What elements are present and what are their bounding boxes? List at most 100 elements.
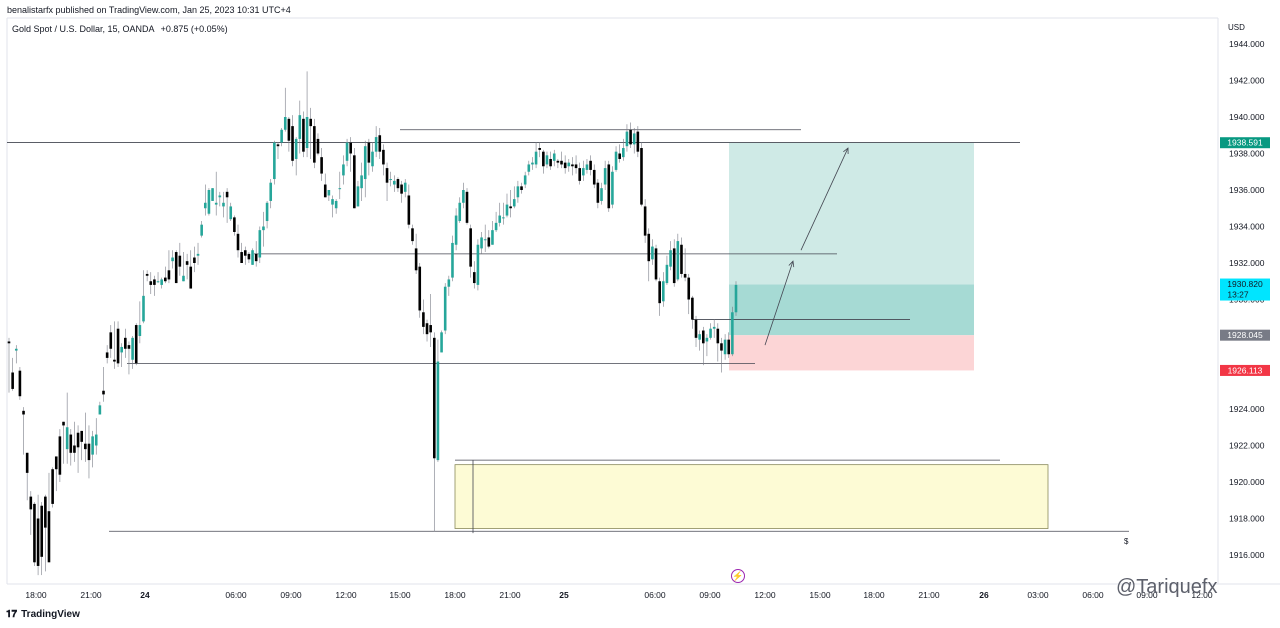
candle-body <box>58 436 62 475</box>
candle-body <box>116 328 120 364</box>
candle-body <box>273 142 276 180</box>
candle-body <box>414 248 418 271</box>
x-tick-label: 12:00 <box>754 590 776 600</box>
dollar-marker: $ <box>1124 537 1129 546</box>
candle-body <box>691 297 694 320</box>
candle-body <box>462 190 465 203</box>
stop-zone <box>729 335 974 371</box>
candle-body <box>662 281 665 302</box>
y-tick-label: 1940.000 <box>1229 112 1265 122</box>
price-badge <box>1220 329 1270 341</box>
candle-body <box>342 164 345 176</box>
candle-body <box>731 312 734 355</box>
projection-arrow-line <box>764 261 794 346</box>
candle-body <box>716 328 720 344</box>
candle-body <box>403 182 407 192</box>
candle-body <box>560 160 563 165</box>
x-tick-label: 06:00 <box>225 590 247 600</box>
candle-body <box>182 275 185 282</box>
publish-info: benalistarfx published on TradingView.co… <box>7 5 291 15</box>
candle-body <box>338 188 342 190</box>
x-tick-label: 18:00 <box>444 590 466 600</box>
flash-icon[interactable]: ⚡ <box>731 569 745 583</box>
y-tick-label: 1938.000 <box>1229 149 1265 159</box>
candle-body <box>22 410 25 415</box>
candle-body <box>356 186 360 207</box>
candle-body <box>571 164 574 167</box>
candle-body <box>145 273 149 276</box>
candle-body <box>469 228 472 267</box>
candle-body <box>225 191 229 198</box>
candle-body <box>574 164 578 169</box>
candle-body <box>603 168 607 185</box>
candle-body <box>374 137 378 152</box>
candle-body <box>207 190 211 214</box>
candle-body <box>265 202 269 222</box>
candle-body <box>669 250 672 267</box>
candle-body <box>618 153 621 159</box>
y-tick-label: 1922.000 <box>1229 441 1265 451</box>
demand-zone <box>454 464 1049 529</box>
candle-body <box>727 339 731 355</box>
candle-body <box>323 184 327 198</box>
candle-body <box>309 118 313 127</box>
candle-body <box>211 188 214 201</box>
candle-body <box>269 182 273 201</box>
candle-body <box>382 149 385 165</box>
candle-body <box>149 281 153 285</box>
candle-body <box>33 503 36 563</box>
candle-body <box>527 164 531 172</box>
candle-body <box>491 230 494 245</box>
candle-body <box>156 281 160 283</box>
price-badge-label: 1928.045 <box>1227 330 1263 340</box>
tradingview-logo[interactable]: 𝟏𝟕 TradingView <box>6 609 80 620</box>
projection-arrows <box>764 147 849 346</box>
candlestick-series <box>7 71 738 576</box>
candle-body <box>694 319 698 338</box>
candle-body <box>429 325 432 333</box>
candle-body <box>542 151 545 167</box>
time-axis[interactable]: 18:00 21:00 24 06:00 09:00 12:00 15:00 18:00 21:… <box>25 590 1213 600</box>
candle-body <box>556 160 560 163</box>
candle-body <box>400 184 403 194</box>
candle-body <box>25 452 29 473</box>
drawing-zones <box>454 142 1049 529</box>
x-tick-label: 09:00 <box>1136 590 1158 600</box>
candle-body <box>258 230 262 258</box>
candle-body <box>120 346 123 353</box>
y-tick-label: 1924.000 <box>1229 404 1265 414</box>
candle-body <box>142 295 145 322</box>
candle-body <box>87 443 91 461</box>
candle-body <box>283 117 287 130</box>
candle-body <box>512 199 516 207</box>
chart-grid <box>6 17 1280 585</box>
candle-body <box>483 239 487 241</box>
candle-body <box>723 339 727 355</box>
candle-body <box>98 405 102 415</box>
candle-body <box>422 312 425 327</box>
candle-body <box>62 421 65 426</box>
candle-body <box>243 250 247 256</box>
candle-body <box>185 261 189 265</box>
candle-body <box>505 204 509 216</box>
candle-body <box>647 233 651 262</box>
candle-body <box>331 199 334 205</box>
candle-body <box>65 427 69 450</box>
candle-body <box>465 191 469 223</box>
filled-profit-zone <box>729 284 974 336</box>
candle-body <box>393 180 396 185</box>
symbol-legend: Gold Spot / U.S. Dollar, 15, OANDA +0.87… <box>12 24 228 34</box>
candle-body <box>54 456 58 470</box>
candle-body <box>193 257 196 263</box>
candle-body <box>105 352 109 358</box>
candle-body <box>589 160 592 170</box>
candle-body <box>287 118 291 141</box>
candle-body <box>371 151 374 167</box>
x-tick-label: 15:00 <box>809 590 831 600</box>
x-tick-label: 25 <box>559 590 569 600</box>
candle-body <box>160 279 163 285</box>
x-tick-label: 18:00 <box>25 590 47 600</box>
candle-body <box>138 325 142 336</box>
x-tick-label: 06:00 <box>644 590 666 600</box>
